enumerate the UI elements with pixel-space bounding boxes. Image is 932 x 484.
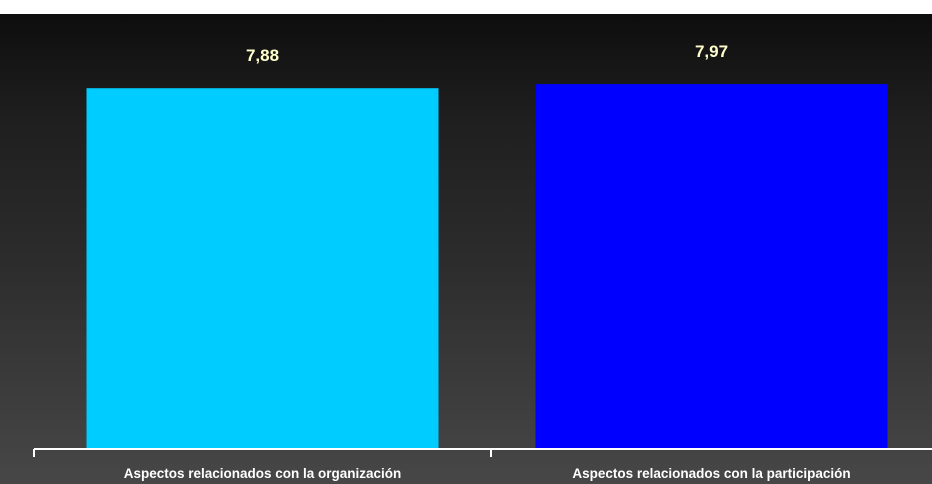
top-margin [0,0,932,14]
labels-layer: 7,88 7,97 Aspectos relacionados con la o… [124,42,851,481]
bar [535,84,888,449]
x-axis [33,448,932,457]
data-label: 7,97 [695,42,728,61]
category-label: Aspectos relacionados con la organizació… [124,466,402,481]
category-label: Aspectos relacionados con la participaci… [572,466,850,481]
data-label: 7,88 [246,46,279,65]
bar [86,88,439,449]
bars-layer [86,84,888,449]
